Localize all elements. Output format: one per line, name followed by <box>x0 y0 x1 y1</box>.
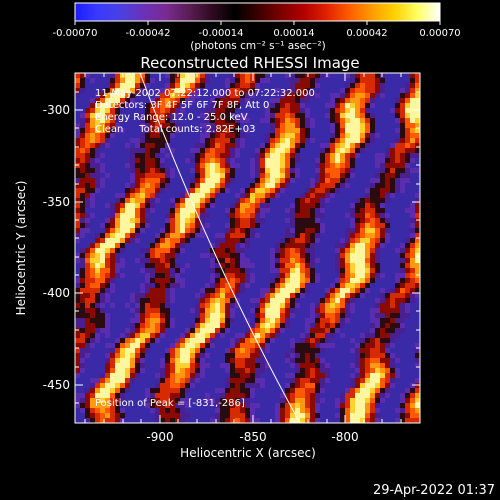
x-tick-label: -850 <box>239 430 266 444</box>
info-text: 11-May-2002 07:22:12.000 to 07:22:32.000… <box>95 88 315 409</box>
y-tick-label: -350 <box>43 195 70 209</box>
colorbar-unit-label: (photons cm⁻² s⁻¹ asec⁻²) <box>190 40 325 52</box>
x-tick-label: -800 <box>331 430 358 444</box>
info-peak-position: Position of Peak = [-831,-286] <box>95 398 245 409</box>
info-clean-counts: Clean Total counts: 2.82E+03 <box>95 124 255 135</box>
timestamp: 29-Apr-2022 01:37 <box>373 483 495 498</box>
colorbar: -0.00070 -0.00042 -0.00014 0.00014 0.00042 0.… <box>53 2 461 52</box>
info-detectors: Detectors: 3F 4F 5F 6F 7F 8F, Att 0 <box>95 100 269 111</box>
image-area <box>74 72 421 424</box>
y-tick-label: -450 <box>43 378 70 392</box>
colorbar-ticks: -0.00070 -0.00042 -0.00014 0.00014 0.00042 0.… <box>53 21 461 39</box>
info-time-range: 11-May-2002 07:22:12.000 to 07:22:32.000 <box>95 88 315 99</box>
colorbar-gradient <box>75 3 440 21</box>
y-axis-label: Heliocentric Y (arcsec) <box>14 181 28 316</box>
x-axis-label: Heliocentric X (arcsec) <box>180 446 316 460</box>
y-axis-tick-labels: -300 -350 -400 -450 <box>43 103 70 392</box>
x-axis-tick-labels: -900 -850 -800 <box>146 430 358 444</box>
axis-tick-marks <box>75 73 420 423</box>
colorbar-tick-label: 0.00014 <box>273 28 314 39</box>
colorbar-tick-label: -0.00014 <box>199 28 244 39</box>
colorbar-tick-label: -0.00042 <box>126 28 171 39</box>
x-tick-label: -900 <box>146 430 173 444</box>
info-energy-range: Energy Range: 12.0 - 25.0 keV <box>95 112 248 123</box>
colorbar-tick-label: -0.00070 <box>53 28 98 39</box>
image-frame <box>74 72 421 424</box>
colorbar-tick-label: 0.00042 <box>346 28 387 39</box>
colorbar-frame <box>74 2 441 22</box>
solar-limb-line <box>139 73 301 423</box>
plot-title: Reconstructed RHESSI Image <box>140 54 359 72</box>
colorbar-tick-label: 0.00070 <box>419 28 460 39</box>
y-tick-label: -400 <box>43 286 70 300</box>
y-tick-label: -300 <box>43 103 70 117</box>
